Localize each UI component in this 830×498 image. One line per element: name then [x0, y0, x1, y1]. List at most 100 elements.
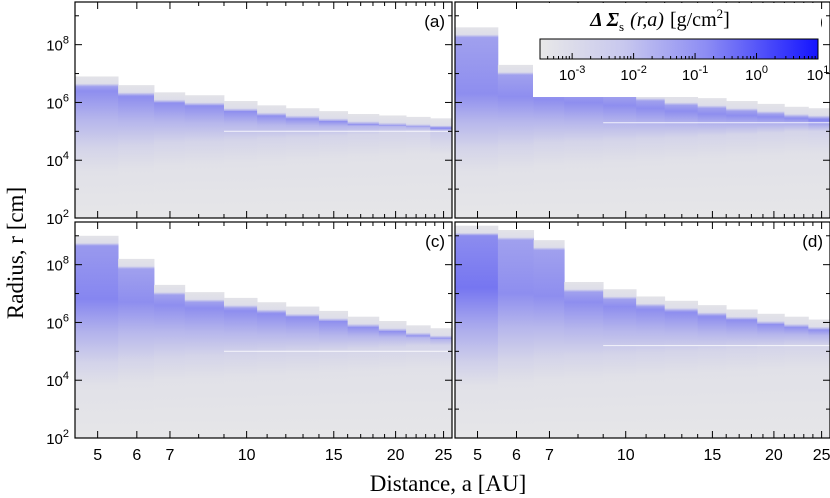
x-tick-label: 15	[704, 447, 722, 464]
x-tick-label: 10	[238, 447, 256, 464]
x-axis-label-text: Distance, a [AU]	[370, 471, 526, 496]
heatmap-column	[430, 328, 453, 438]
y-tick-label: 102	[46, 208, 69, 228]
x-tick-label: 10	[617, 447, 635, 464]
colorbar-tick-label-mantissa: 10	[682, 67, 699, 84]
panel-frame	[74, 1, 453, 219]
x-tick-label: 7	[545, 447, 554, 464]
heatmap-column	[497, 64, 535, 218]
heatmap-column	[726, 101, 758, 218]
panel-frame	[454, 221, 830, 439]
y-tick-label-exponent: 4	[63, 150, 69, 162]
x-tick-label: 5	[473, 447, 482, 464]
heatmap-column	[533, 76, 565, 218]
panels-layer: 102104106108(a)(b)1021041061085671015202…	[46, 1, 830, 464]
heatmap-column	[318, 310, 349, 438]
y-axis-label: Radius, r [cm]	[3, 187, 28, 319]
heatmap-column	[636, 90, 666, 218]
y-axis-label-text: Radius, r [cm]	[3, 187, 28, 319]
heatmap-column	[378, 321, 407, 438]
heatmap-column	[257, 105, 287, 218]
y-tick-label-exponent: 8	[63, 255, 69, 267]
x-tick-label: 25	[813, 447, 830, 464]
colorbar-tick-label-exponent: 0	[762, 64, 768, 76]
heatmap-column	[664, 95, 699, 218]
colorbar-title-args: (r,a)	[630, 9, 664, 31]
heatmap-column	[285, 306, 320, 438]
heatmap-column	[347, 316, 380, 438]
heatmap-column	[664, 300, 699, 438]
x-tick-label: 20	[765, 447, 783, 464]
y-tick-label: 104	[46, 370, 69, 390]
y-tick-label-mantissa: 10	[46, 95, 63, 112]
y-tick-label-mantissa: 10	[46, 431, 63, 448]
y-tick-label-mantissa: 10	[46, 373, 63, 390]
heatmap-column	[378, 115, 407, 218]
y-tick-label-mantissa: 10	[46, 315, 63, 332]
heatmap-column	[257, 302, 287, 438]
heatmap-column	[697, 305, 727, 438]
colorbar-title-subscript: s	[619, 19, 624, 34]
colorbar-title-units: [g/cm	[670, 9, 717, 31]
heatmap-column	[118, 85, 155, 219]
colorbar-tick-label: 10-3	[559, 64, 585, 84]
colorbar-title-units-exp: 2	[717, 6, 724, 21]
colorbar-title: Δ Σs (r,a) [g/cm2]	[589, 6, 730, 34]
y-tick-label-mantissa: 10	[46, 38, 63, 55]
panel-label: (c)	[425, 232, 445, 251]
heatmap-column	[497, 230, 535, 438]
colorbar-tick-label-mantissa: 10	[559, 67, 576, 84]
heatmap-column	[455, 27, 499, 219]
panel-frame	[74, 221, 453, 439]
heatmap-column	[784, 316, 809, 438]
x-tick-label: 7	[166, 447, 175, 464]
x-tick-label: 6	[512, 447, 521, 464]
colorbar-tick-label-mantissa: 10	[620, 67, 637, 84]
x-tick-label: 25	[435, 447, 453, 464]
colorbar-tick-label-mantissa: 10	[745, 67, 762, 84]
y-tick-label: 108	[46, 35, 69, 55]
heatmap-column	[75, 76, 119, 218]
y-tick-label-mantissa: 10	[46, 258, 63, 275]
y-tick-label-exponent: 6	[63, 312, 69, 324]
colorbar-tick-label-exponent: -1	[699, 64, 709, 76]
y-tick-label: 106	[46, 312, 69, 332]
colorbar-tick-label: 100	[745, 64, 768, 84]
colorbar-title-symbol: Δ Σ	[589, 9, 619, 31]
y-tick-label-exponent: 4	[63, 370, 69, 382]
y-tick-label: 102	[46, 428, 69, 448]
colorbar-tick-label-exponent: -3	[576, 64, 586, 76]
heatmap-column	[75, 235, 119, 438]
y-tick-label-exponent: 6	[63, 92, 69, 104]
heatmap-column	[347, 114, 380, 218]
heatmap-column	[223, 101, 258, 218]
heatmap-column	[184, 292, 225, 438]
x-axis-label: Distance, a [AU]	[370, 471, 526, 496]
heatmap-column	[564, 82, 604, 218]
heatmap-column	[406, 116, 431, 218]
heatmap-column	[118, 258, 155, 438]
y-tick-label-mantissa: 10	[46, 153, 63, 170]
heatmap-column	[455, 225, 499, 438]
colorbar: Δ Σs (r,a) [g/cm2] 10-3 10-2 10-1 100 101	[533, 3, 829, 97]
x-tick-label: 20	[387, 447, 405, 464]
heatmap-column	[406, 325, 431, 438]
heatmap-column	[757, 313, 785, 438]
heatmap-column	[757, 103, 785, 218]
panel-frame	[454, 1, 830, 219]
panel-label: (a)	[424, 12, 445, 31]
heatmap-column	[726, 309, 758, 438]
y-tick-label-mantissa: 10	[46, 211, 63, 228]
colorbar-tick-label: 101	[807, 64, 830, 84]
heatmap-column	[154, 284, 186, 438]
x-tick-label: 6	[132, 447, 141, 464]
x-tick-label: 15	[325, 447, 343, 464]
heatmap-column	[603, 86, 637, 218]
heatmap-column	[318, 111, 349, 218]
heatmap-column	[697, 98, 727, 218]
colorbar-title-units-close: ]	[723, 9, 730, 31]
heatmap-column	[184, 95, 225, 218]
